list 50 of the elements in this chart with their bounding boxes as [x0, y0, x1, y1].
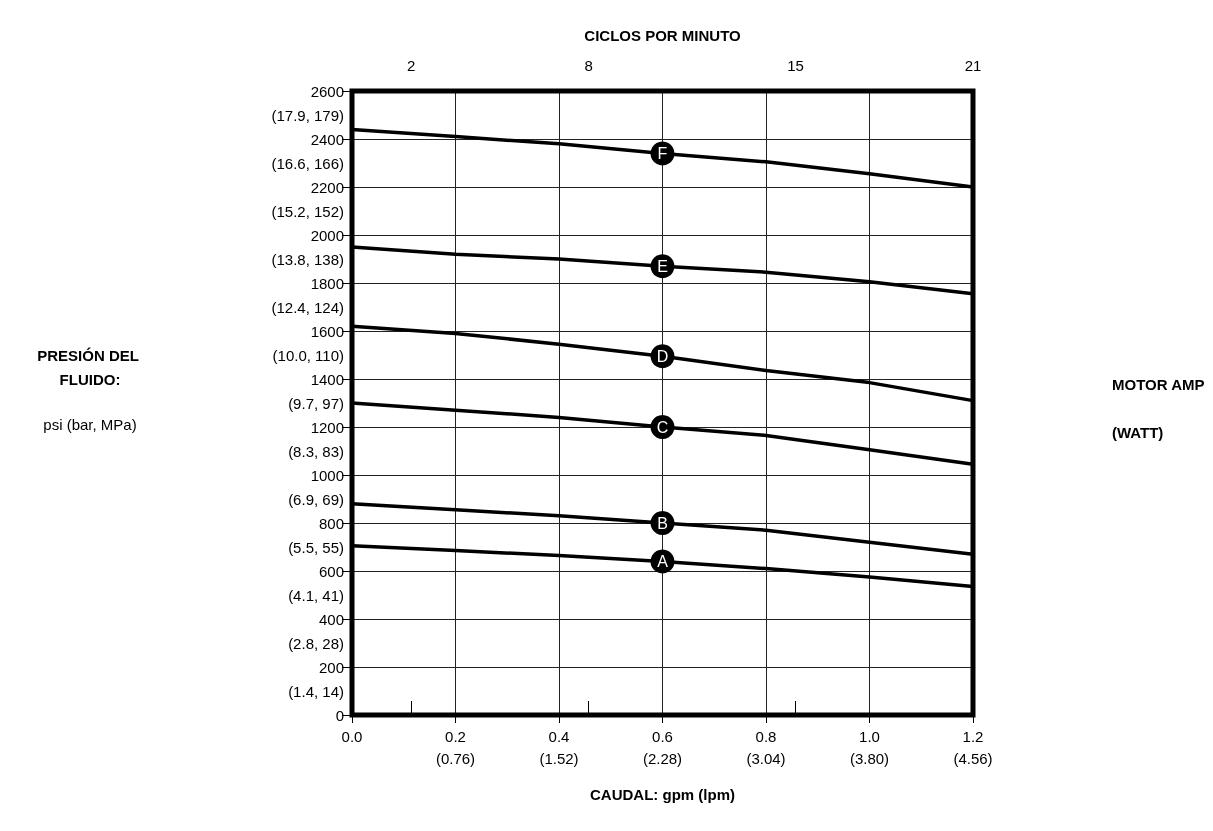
- y-tick-label: 2200: [310, 178, 344, 196]
- series-label: B: [657, 514, 668, 532]
- y-tick-label: 600: [318, 562, 344, 580]
- y-tick-label: (6.9, 69): [288, 490, 344, 508]
- y-tick-label: 1800: [310, 274, 344, 292]
- x-tick-label: 1.0 (3.80): [849, 727, 890, 767]
- y-tick-label: (2.8, 28): [288, 634, 344, 652]
- y-tick-label: (10.0, 110): [272, 346, 344, 364]
- y-tick-label: (5.5, 55): [288, 538, 344, 556]
- series-label: C: [656, 418, 669, 436]
- y-tick-label: 800: [318, 514, 344, 532]
- series-label: F: [657, 144, 668, 162]
- y-tick-label: 1200: [310, 418, 344, 436]
- y-tick-label: (12.4, 124): [271, 298, 344, 316]
- y-tick-label: 400: [318, 610, 344, 628]
- y-tick-label: (15.2, 152): [271, 202, 344, 220]
- y-tick-label: 2400: [310, 130, 344, 148]
- y-tick-label: (17.9, 179): [271, 106, 344, 124]
- y-tick-label: 2000: [310, 226, 344, 244]
- x-axis-title: CAUDAL: gpm (lpm): [590, 786, 735, 803]
- y-tick-label: (8.3, 83): [288, 442, 344, 460]
- y-tick-label: 1000: [310, 466, 344, 484]
- x-tick-label: 0.0: [341, 727, 363, 745]
- x2-tick-label: 21: [964, 57, 982, 74]
- y-tick-label: 1600: [310, 322, 344, 340]
- x2-tick-label: 15: [787, 57, 804, 74]
- series-label: E: [657, 257, 668, 275]
- text: (WATT): [1112, 423, 1164, 441]
- x2-tick-label: 2: [406, 57, 416, 74]
- y-tick-label: 1400: [310, 370, 344, 388]
- y-tick-label: 2600: [310, 82, 344, 100]
- y-tick-label: (4.1, 41): [288, 586, 344, 604]
- y-tick-label: (16.6, 166): [271, 154, 344, 172]
- series-label: D: [656, 347, 669, 365]
- text: MOTOR AMP: [1112, 375, 1205, 393]
- y-tick-label: (13.8, 138): [271, 250, 344, 268]
- y-tick-label: (9.7, 97): [288, 394, 344, 412]
- x-tick-label: 0.6 (2.28): [642, 727, 683, 767]
- text: PRESIÓN DEL FLUIDO:: [37, 346, 143, 388]
- x-tick-label: 1.2 (4.56): [953, 727, 993, 767]
- series-label: A: [657, 552, 669, 570]
- x-tick-label: 0.8 (3.04): [746, 727, 786, 767]
- x2-axis-title: CICLOS POR MINUTO: [584, 27, 742, 44]
- text: psi (bar, MPa): [43, 415, 137, 433]
- x-tick-label: 0.4 (1.52): [539, 727, 579, 767]
- x2-tick-label: 8: [584, 57, 593, 74]
- y-tick-label: (1.4, 14): [288, 682, 344, 700]
- y-tick-label: 200: [318, 658, 344, 676]
- y-tick-label: 0: [335, 706, 344, 724]
- x-tick-label: 0.2 (0.76): [435, 727, 476, 767]
